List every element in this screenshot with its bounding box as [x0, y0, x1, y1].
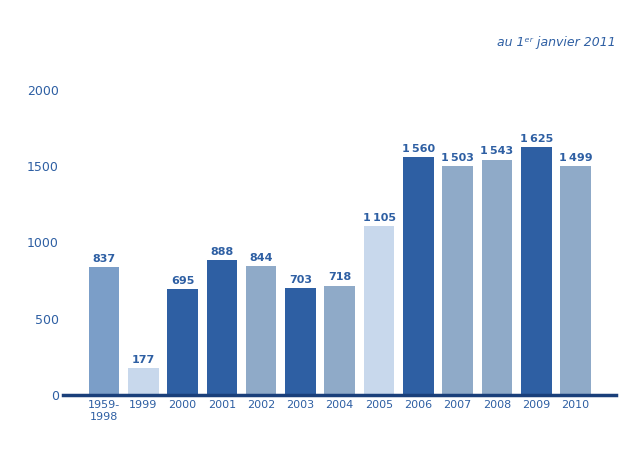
Bar	[481, 159, 512, 395]
Bar	[403, 157, 434, 395]
Text: 718: 718	[328, 272, 351, 283]
Bar	[89, 267, 119, 395]
Bar	[128, 368, 159, 395]
Bar	[167, 289, 198, 395]
Text: 844: 844	[250, 253, 273, 263]
Text: 1 499: 1 499	[559, 153, 592, 163]
Bar	[324, 286, 355, 395]
Bar	[364, 226, 394, 395]
Text: 1 625: 1 625	[519, 134, 553, 144]
Bar	[285, 288, 316, 395]
Bar	[443, 166, 473, 395]
Text: au 1ᵉʳ janvier 2011: au 1ᵉʳ janvier 2011	[497, 36, 616, 49]
Text: 695: 695	[171, 276, 194, 286]
Text: 1 503: 1 503	[441, 153, 474, 163]
Bar	[521, 147, 552, 395]
Text: 703: 703	[289, 275, 312, 285]
Bar	[246, 266, 276, 395]
Bar	[560, 166, 591, 395]
Text: 177: 177	[131, 355, 155, 365]
Bar	[206, 259, 237, 395]
Text: 1 560: 1 560	[402, 144, 435, 154]
Text: 837: 837	[92, 254, 116, 264]
Text: 888: 888	[210, 246, 234, 257]
Text: 1 105: 1 105	[363, 213, 396, 223]
Text: 1 543: 1 543	[480, 146, 514, 156]
